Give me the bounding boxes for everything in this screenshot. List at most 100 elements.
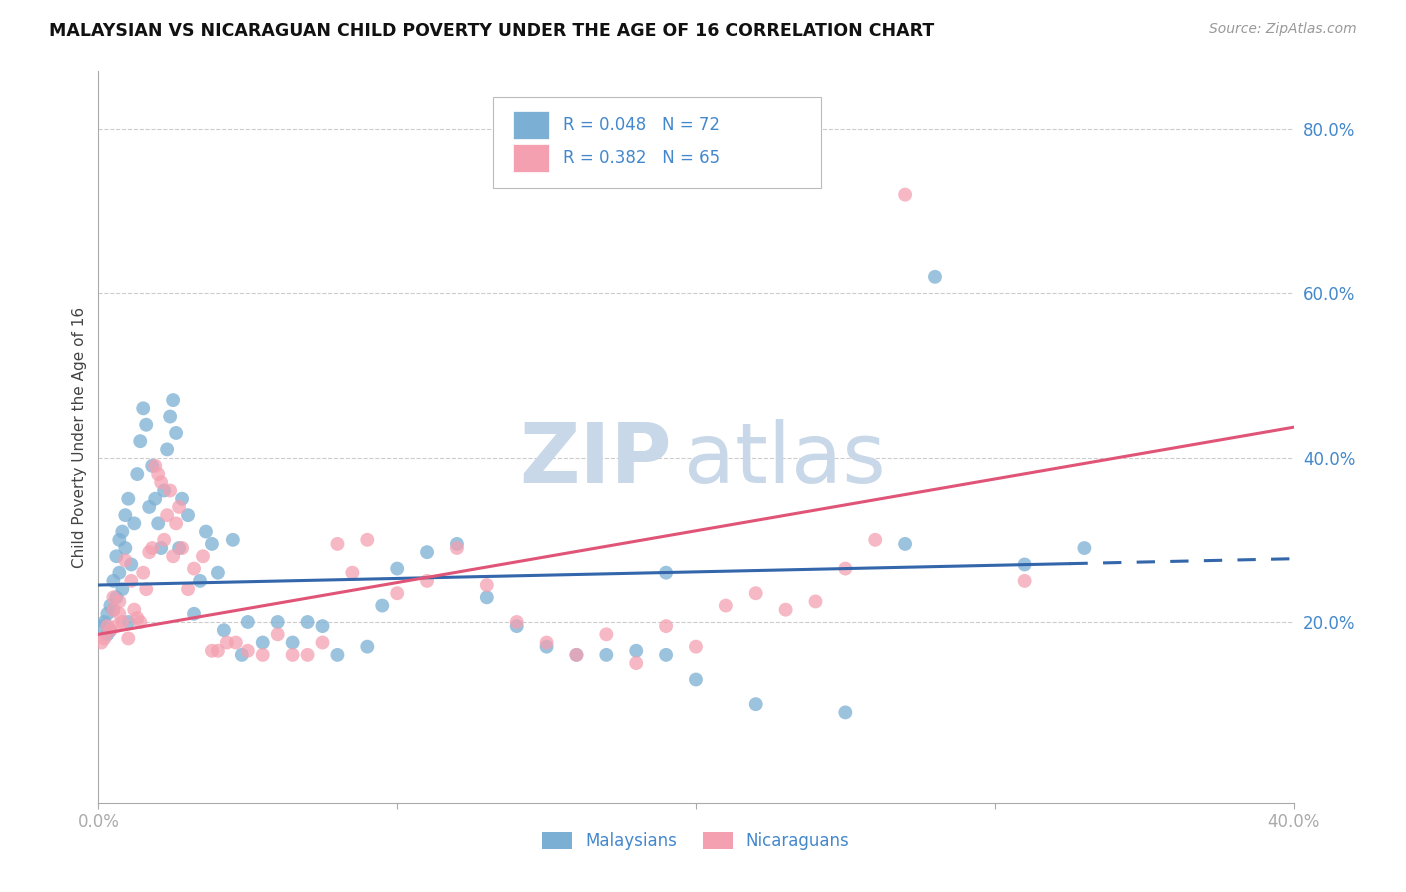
Point <box>148 467 170 481</box>
Text: R = 0.048   N = 72: R = 0.048 N = 72 <box>564 116 720 134</box>
Point <box>117 632 139 646</box>
Point <box>326 537 349 551</box>
Point <box>267 627 290 641</box>
Point <box>150 541 173 555</box>
Point <box>685 640 707 654</box>
Point <box>281 648 304 662</box>
FancyBboxPatch shape <box>494 97 821 188</box>
Point <box>98 624 122 638</box>
Point <box>894 537 917 551</box>
Point <box>162 549 184 564</box>
Point <box>138 500 160 514</box>
Point <box>385 561 409 575</box>
Point <box>108 566 131 580</box>
Point <box>475 578 498 592</box>
Point <box>114 553 136 567</box>
Point <box>267 615 290 629</box>
Point <box>207 644 229 658</box>
Point <box>222 533 245 547</box>
Point <box>416 574 439 588</box>
Point <box>96 627 118 641</box>
Point <box>172 541 194 555</box>
Bar <box>513 144 548 171</box>
Point <box>804 594 827 608</box>
Point <box>127 467 149 481</box>
Point <box>212 624 235 638</box>
Point <box>105 549 128 564</box>
Point <box>191 549 214 564</box>
Point <box>167 500 190 514</box>
Point <box>252 635 274 649</box>
Point <box>834 561 856 575</box>
Point <box>595 648 617 662</box>
Point <box>114 508 136 523</box>
Point <box>183 561 205 575</box>
Point <box>124 516 146 531</box>
Legend: Malaysians, Nicaraguans: Malaysians, Nicaraguans <box>536 825 856 856</box>
Point <box>103 602 125 616</box>
Point <box>159 483 181 498</box>
Point <box>117 491 139 506</box>
Point <box>117 615 139 629</box>
Point <box>1014 574 1036 588</box>
Point <box>356 533 378 547</box>
Point <box>446 537 468 551</box>
Point <box>120 574 142 588</box>
Point <box>156 508 179 523</box>
Point <box>177 508 200 523</box>
Point <box>90 619 112 633</box>
Point <box>536 635 558 649</box>
Point <box>103 574 125 588</box>
Point <box>894 187 917 202</box>
Point <box>120 558 142 572</box>
Point <box>626 644 648 658</box>
Point <box>297 648 319 662</box>
Point <box>745 697 768 711</box>
Point <box>111 615 134 629</box>
Point <box>127 611 149 625</box>
Text: Source: ZipAtlas.com: Source: ZipAtlas.com <box>1209 22 1357 37</box>
Point <box>183 607 205 621</box>
Point <box>775 602 797 616</box>
Point <box>297 615 319 629</box>
Point <box>1014 558 1036 572</box>
Point <box>96 619 118 633</box>
Point <box>655 566 678 580</box>
Point <box>108 607 131 621</box>
Point <box>188 574 211 588</box>
Point <box>215 635 238 649</box>
Text: R = 0.382   N = 65: R = 0.382 N = 65 <box>564 149 720 167</box>
Point <box>924 269 946 284</box>
Point <box>132 401 155 416</box>
Point <box>195 524 218 539</box>
Point <box>385 586 409 600</box>
Point <box>714 599 737 613</box>
Text: atlas: atlas <box>685 418 886 500</box>
Point <box>141 541 163 555</box>
Point <box>153 483 176 498</box>
Point <box>207 566 229 580</box>
Point <box>156 442 179 457</box>
Point <box>96 607 118 621</box>
Point <box>311 619 333 633</box>
Point <box>356 640 378 654</box>
Point <box>93 615 115 629</box>
Point <box>165 425 187 440</box>
Point <box>162 393 184 408</box>
Point <box>536 640 558 654</box>
Point <box>506 619 529 633</box>
Point <box>132 566 155 580</box>
Point <box>143 491 166 506</box>
Point <box>326 648 349 662</box>
Point <box>236 615 259 629</box>
Point <box>135 417 157 432</box>
Point <box>111 524 134 539</box>
Point <box>103 591 125 605</box>
Point <box>138 545 160 559</box>
Y-axis label: Child Poverty Under the Age of 16: Child Poverty Under the Age of 16 <box>72 307 87 567</box>
Text: MALAYSIAN VS NICARAGUAN CHILD POVERTY UNDER THE AGE OF 16 CORRELATION CHART: MALAYSIAN VS NICARAGUAN CHILD POVERTY UN… <box>49 22 935 40</box>
Point <box>129 434 152 449</box>
Point <box>153 533 176 547</box>
Point <box>475 591 498 605</box>
Point <box>655 619 678 633</box>
